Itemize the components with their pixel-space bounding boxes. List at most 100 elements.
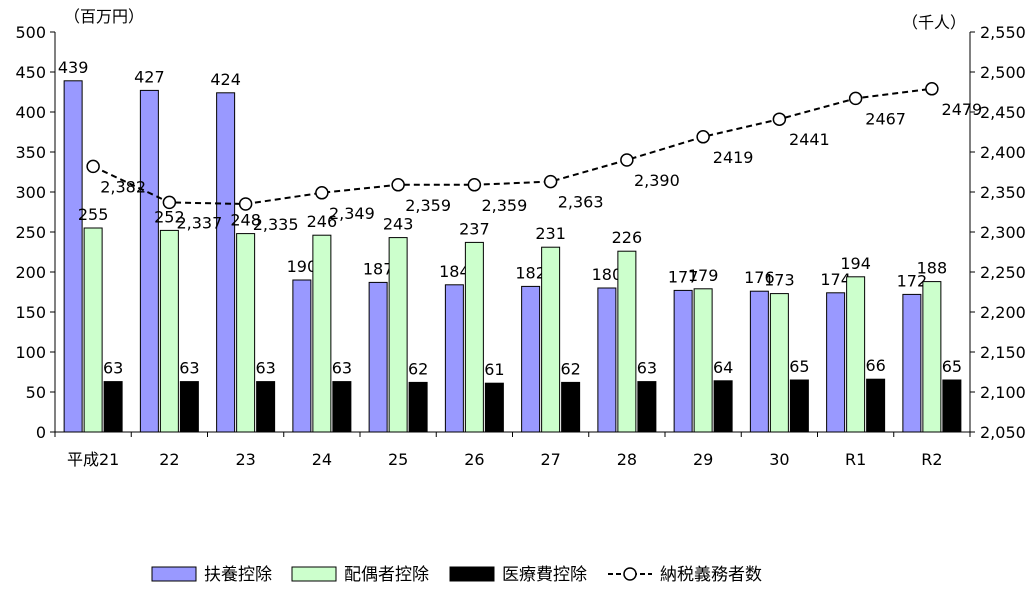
line-value-label: 2,363 <box>558 193 604 212</box>
x-axis-tick-label: R1 <box>845 450 866 469</box>
line-point <box>772 112 787 126</box>
line-point <box>925 82 939 96</box>
bar-value-label: 231 <box>535 224 566 243</box>
bar-value-label: 243 <box>383 215 414 234</box>
bar-value-label: 61 <box>484 360 504 379</box>
left-axis-tick-label: 100 <box>15 343 46 362</box>
bar-value-label: 179 <box>688 266 719 285</box>
left-axis-unit: （百万円） <box>64 7 144 26</box>
line-point <box>696 130 710 144</box>
bar-医療費控除 <box>408 381 428 433</box>
line-value-label: 2479 <box>942 100 983 119</box>
right-axis-tick-label: 2,400 <box>980 143 1026 162</box>
bar-value-label: 187 <box>363 259 394 278</box>
bar-医療費控除 <box>179 381 199 433</box>
right-axis-tick-label: 2,250 <box>980 263 1026 282</box>
x-axis-tick-label: 22 <box>159 450 179 469</box>
bar-value-label: 180 <box>592 265 623 284</box>
bar-value-label: 177 <box>668 267 699 286</box>
bar-扶養控除 <box>292 279 312 433</box>
bar-配偶者控除 <box>388 237 408 433</box>
legend-label: 配偶者控除 <box>344 565 429 585</box>
right-axis-tick-label: 2,100 <box>980 383 1026 402</box>
bar-value-label: 427 <box>134 67 165 86</box>
bar-value-label: 172 <box>897 271 928 290</box>
bar-value-label: 65 <box>942 357 962 376</box>
bar-扶養控除 <box>63 80 83 433</box>
line-point <box>162 195 177 210</box>
bar-医療費控除 <box>713 380 733 433</box>
left-axis-tick-label: 350 <box>15 143 46 162</box>
legend-label: 納税義務者数 <box>660 565 762 585</box>
bar-value-label: 66 <box>865 356 885 375</box>
bar-value-label: 182 <box>515 263 546 282</box>
bar-value-label: 63 <box>179 359 199 378</box>
x-axis-tick-label: 26 <box>464 450 484 469</box>
bar-扶養控除 <box>444 284 464 433</box>
bar-value-label: 64 <box>713 358 733 377</box>
left-axis-tick-label: 0 <box>36 423 46 442</box>
left-axis-tick-label: 400 <box>15 103 46 122</box>
bar-配偶者控除 <box>617 250 637 433</box>
bar-value-label: 184 <box>439 262 470 281</box>
bar-value-label: 174 <box>820 270 851 289</box>
line-point <box>86 159 100 174</box>
x-axis-tick-label: 24 <box>312 450 332 469</box>
bar-配偶者控除 <box>159 229 179 433</box>
x-axis-tick-label: 30 <box>769 450 789 469</box>
bar-扶養控除 <box>216 92 236 433</box>
line-value-label: 2419 <box>713 148 754 167</box>
bar-value-label: 188 <box>917 259 948 278</box>
bar-扶養控除 <box>902 293 922 433</box>
line-point <box>543 174 558 189</box>
line-point <box>620 153 634 167</box>
bar-value-label: 62 <box>408 359 428 378</box>
x-axis-tick-label: 23 <box>235 450 255 469</box>
bar-value-label: 439 <box>58 58 89 77</box>
bar-value-label: 173 <box>764 271 795 290</box>
bar-value-label: 248 <box>230 211 261 230</box>
bar-配偶者控除 <box>464 241 484 433</box>
bar-扶養控除 <box>826 292 846 433</box>
bar-配偶者控除 <box>541 246 561 433</box>
right-axis-tick-label: 2,050 <box>980 423 1026 442</box>
bar-value-label: 246 <box>307 212 338 231</box>
bar-配偶者控除 <box>846 276 866 433</box>
bar-value-label: 226 <box>612 228 643 247</box>
bar-value-label: 65 <box>789 357 809 376</box>
bar-医療費控除 <box>637 381 657 433</box>
bar-配偶者控除 <box>693 288 713 433</box>
line-value-label: 2,337 <box>176 213 222 232</box>
bar-value-label: 194 <box>840 254 871 273</box>
line-point <box>238 197 253 211</box>
right-axis-tick-label: 2,350 <box>980 183 1026 202</box>
right-axis-unit: （千人） <box>902 13 966 32</box>
bar-医療費控除 <box>866 378 886 433</box>
line-value-label: 2,335 <box>253 215 299 234</box>
legend-swatch-marker <box>623 567 637 581</box>
left-axis-tick-label: 500 <box>15 23 46 42</box>
bar-配偶者控除 <box>312 234 332 433</box>
right-axis-tick-label: 2,300 <box>980 223 1026 242</box>
bar-医療費控除 <box>256 381 276 433</box>
x-axis-tick-label: 25 <box>388 450 408 469</box>
bar-扶養控除 <box>368 281 388 433</box>
bar-value-label: 252 <box>154 207 185 226</box>
line-point <box>848 91 863 106</box>
bar-医療費控除 <box>484 382 504 433</box>
bar-配偶者控除 <box>236 233 256 433</box>
bar-value-label: 62 <box>560 359 580 378</box>
right-axis-tick-label: 2,450 <box>980 103 1026 122</box>
bar-扶養控除 <box>597 287 617 433</box>
left-axis-tick-label: 50 <box>26 383 46 402</box>
x-axis-tick-label: 平成21 <box>67 450 119 469</box>
left-axis-tick-label: 300 <box>15 183 46 202</box>
left-axis-tick-label: 150 <box>15 303 46 322</box>
bar-value-label: 255 <box>78 205 109 224</box>
line-point <box>315 186 329 200</box>
right-axis-tick-label: 2,550 <box>980 23 1026 42</box>
right-axis-tick-label: 2,150 <box>980 343 1026 362</box>
left-axis-tick-label: 200 <box>15 263 46 282</box>
